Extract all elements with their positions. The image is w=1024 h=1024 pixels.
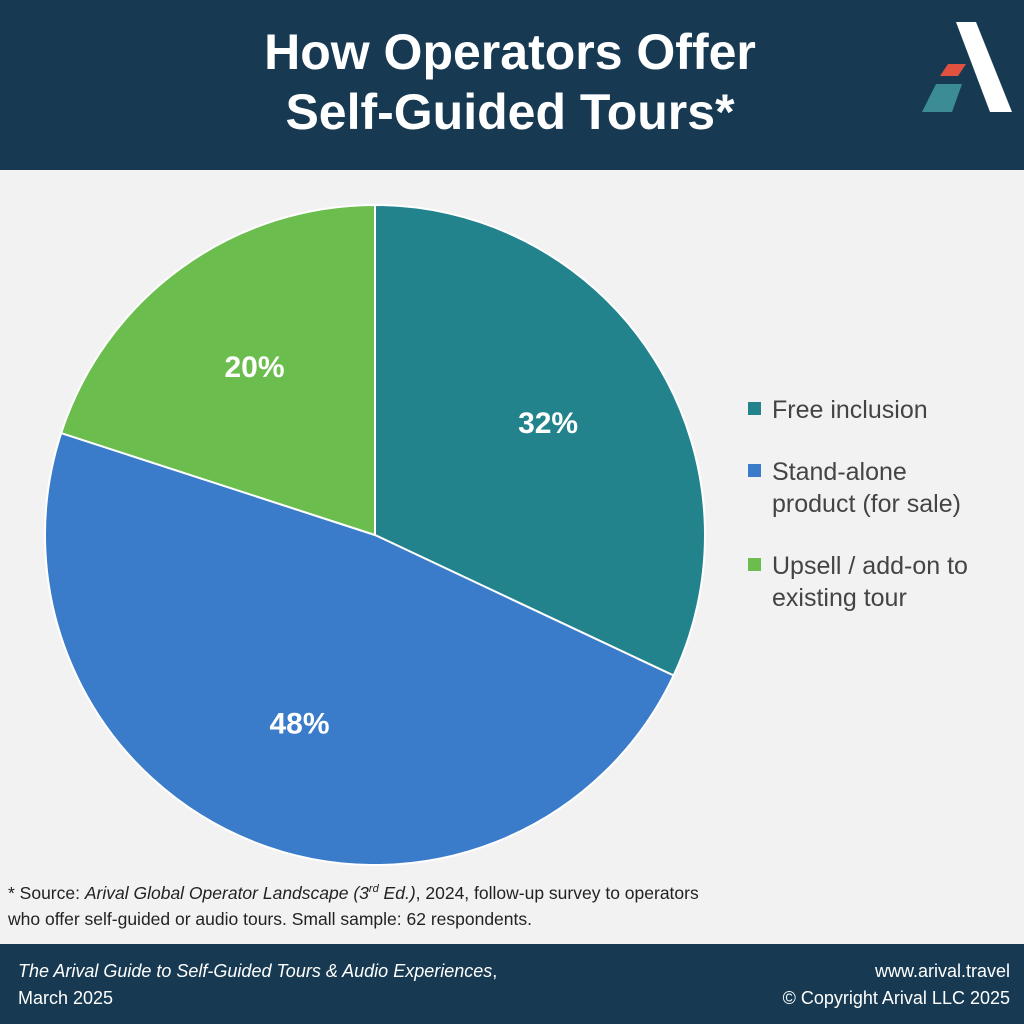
legend-label: Stand-alone [772, 458, 907, 486]
page-title: How Operators Offer Self-Guided Tours* [160, 22, 860, 142]
title-line-2: Self-Guided Tours* [285, 84, 735, 140]
legend-label: Upsell / add-on to [772, 552, 968, 580]
guide-date: , March 2025 [18, 961, 498, 1008]
footer-credits: www.arival.travel © Copyright Arival LLC… [590, 958, 1010, 1012]
logo-white-shape [956, 22, 1012, 112]
source-publication: Arival Global Operator Landscape (3rd Ed… [85, 883, 416, 903]
pie-chart: 32% 48% 20% [44, 203, 706, 866]
copyright-text: © Copyright Arival LLC 2025 [782, 988, 1010, 1008]
source-note: * Source: Arival Global Operator Landsca… [8, 876, 968, 932]
pie-slice-2 [44, 431, 675, 866]
pie-data-label-1: 32% [518, 407, 578, 440]
source-line-2: who offer self-guided or audio tours. Sm… [8, 908, 533, 929]
legend: Free inclusion Stand-alone product (for … [748, 394, 1018, 644]
pie-slice-3 [59, 203, 376, 537]
legend-swatch-blue [748, 464, 761, 477]
source-prefix: * Source: [8, 882, 85, 903]
source-publication-text: Arival Global Operator Landscape (3 [84, 882, 369, 903]
legend-label: Free inclusion [772, 396, 928, 424]
pie-data-label-3: 20% [224, 351, 284, 384]
source-sup: rd [368, 883, 379, 895]
guide-title: The Arival Guide to Self-Guided Tours & … [18, 961, 493, 981]
legend-item-upsell: Upsell / add-on to existing tour [748, 550, 1018, 614]
source-line-1: * Source: Arival Global Operator Landsca… [8, 876, 968, 906]
website-link[interactable]: www.arival.travel [874, 961, 1010, 981]
pie-slice-1 [374, 203, 706, 677]
pie-data-label-2: 48% [270, 708, 330, 741]
legend-swatch-green [748, 558, 761, 571]
title-line-1: How Operators Offer [264, 24, 756, 80]
logo-red-shape [940, 64, 966, 76]
arival-logo-icon [922, 22, 1012, 112]
header-banner: How Operators Offer Self-Guided Tours* [0, 0, 1024, 170]
footer-banner: The Arival Guide to Self-Guided Tours & … [0, 944, 1024, 1024]
legend-label: product (for sale) [772, 490, 961, 518]
legend-item-free-inclusion: Free inclusion [748, 394, 1018, 426]
source-publication-end: Ed.) [378, 882, 416, 903]
legend-item-stand-alone: Stand-alone product (for sale) [748, 456, 1018, 520]
source-rest: , 2024, follow-up survey to operators [415, 882, 699, 903]
legend-label: existing tour [772, 584, 907, 612]
footer-guide-title: The Arival Guide to Self-Guided Tours & … [18, 958, 538, 1012]
logo-teal-shape [922, 84, 962, 112]
chart-area: 32% 48% 20% Free inclusion Stand-alone pro… [0, 170, 1024, 870]
legend-swatch-teal [748, 402, 761, 415]
